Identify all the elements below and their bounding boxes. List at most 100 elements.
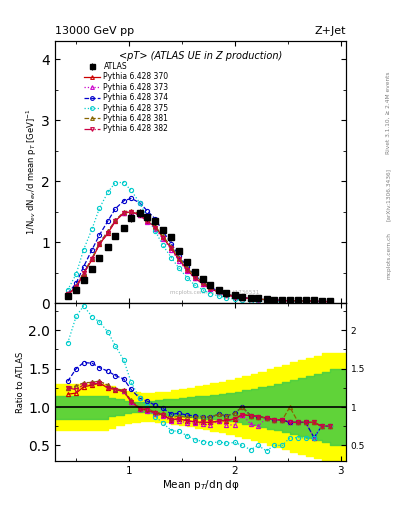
Pythia 6.428 375 — [248, 298, 253, 304]
Pythia 6.428 381 — [81, 270, 86, 276]
Pythia 6.428 370 — [264, 296, 269, 303]
Pythia 6.428 382 — [160, 235, 165, 241]
Pythia 6.428 374 — [65, 290, 70, 296]
Pythia 6.428 370 — [280, 297, 285, 304]
Pythia 6.428 375 — [81, 247, 86, 253]
Pythia 6.428 374 — [256, 296, 261, 302]
Pythia 6.428 381 — [129, 207, 134, 214]
Line: Pythia 6.428 370: Pythia 6.428 370 — [66, 210, 332, 304]
Pythia 6.428 382 — [201, 281, 206, 287]
Pythia 6.428 373 — [224, 292, 229, 298]
Pythia 6.428 373 — [240, 295, 244, 301]
Pythia 6.428 374 — [272, 297, 276, 304]
Pythia 6.428 370 — [113, 218, 118, 224]
Pythia 6.428 370 — [90, 257, 94, 263]
Pythia 6.428 370 — [201, 281, 206, 287]
Pythia 6.428 382 — [129, 209, 134, 215]
Pythia 6.428 374 — [296, 298, 301, 304]
Pythia 6.428 374 — [176, 253, 181, 259]
Pythia 6.428 382 — [176, 257, 181, 263]
Pythia 6.428 382 — [328, 298, 332, 305]
Pythia 6.428 374 — [217, 288, 221, 294]
Pythia 6.428 373 — [113, 217, 118, 223]
Pythia 6.428 373 — [303, 298, 308, 304]
Pythia 6.428 381 — [192, 273, 197, 279]
Pythia 6.428 373 — [192, 275, 197, 282]
Pythia 6.428 370 — [312, 298, 316, 304]
Pythia 6.428 375 — [232, 296, 237, 302]
Pythia 6.428 374 — [106, 218, 110, 224]
Pythia 6.428 381 — [287, 297, 292, 304]
Legend: ATLAS, Pythia 6.428 370, Pythia 6.428 373, Pythia 6.428 374, Pythia 6.428 375, P: ATLAS, Pythia 6.428 370, Pythia 6.428 37… — [82, 60, 170, 135]
Pythia 6.428 375 — [97, 205, 102, 211]
Pythia 6.428 381 — [153, 223, 158, 229]
Pythia 6.428 381 — [303, 298, 308, 304]
Pythia 6.428 382 — [296, 298, 301, 304]
Pythia 6.428 373 — [74, 283, 79, 289]
Pythia 6.428 381 — [176, 254, 181, 261]
Pythia 6.428 374 — [303, 298, 308, 304]
Pythia 6.428 373 — [264, 296, 269, 303]
Pythia 6.428 381 — [74, 283, 79, 289]
Pythia 6.428 374 — [264, 296, 269, 303]
Pythia 6.428 373 — [81, 270, 86, 276]
Pythia 6.428 375 — [303, 298, 308, 305]
Pythia 6.428 370 — [106, 230, 110, 236]
Text: Z+Jet: Z+Jet — [314, 26, 346, 36]
Pythia 6.428 381 — [121, 209, 126, 215]
Pythia 6.428 375 — [217, 293, 221, 299]
Pythia 6.428 373 — [137, 212, 142, 219]
Pythia 6.428 375 — [121, 180, 126, 186]
Pythia 6.428 381 — [201, 279, 206, 285]
Pythia 6.428 370 — [328, 298, 332, 305]
Pythia 6.428 375 — [90, 226, 94, 232]
Pythia 6.428 374 — [97, 232, 102, 238]
Pythia 6.428 370 — [192, 274, 197, 281]
Pythia 6.428 382 — [90, 255, 94, 262]
Pythia 6.428 373 — [328, 298, 332, 305]
Line: Pythia 6.428 373: Pythia 6.428 373 — [66, 210, 332, 304]
Pythia 6.428 375 — [65, 287, 70, 293]
Y-axis label: Ratio to ATLAS: Ratio to ATLAS — [17, 351, 26, 413]
Pythia 6.428 375 — [74, 271, 79, 277]
Pythia 6.428 373 — [160, 236, 165, 242]
Pythia 6.428 375 — [312, 298, 316, 305]
Pythia 6.428 373 — [319, 298, 324, 305]
Pythia 6.428 370 — [81, 271, 86, 277]
Pythia 6.428 373 — [280, 297, 285, 304]
Pythia 6.428 382 — [121, 210, 126, 216]
Pythia 6.428 375 — [201, 287, 206, 293]
Pythia 6.428 374 — [201, 279, 206, 285]
Pythia 6.428 375 — [264, 298, 269, 305]
Pythia 6.428 381 — [145, 216, 149, 222]
Pythia 6.428 382 — [232, 293, 237, 300]
Pythia 6.428 375 — [208, 290, 213, 296]
Pythia 6.428 373 — [90, 255, 94, 261]
Pythia 6.428 381 — [137, 210, 142, 217]
Line: Pythia 6.428 375: Pythia 6.428 375 — [66, 180, 332, 304]
Pythia 6.428 373 — [176, 258, 181, 264]
Pythia 6.428 374 — [169, 241, 174, 247]
Pythia 6.428 370 — [232, 293, 237, 300]
Pythia 6.428 382 — [192, 274, 197, 281]
Pythia 6.428 370 — [169, 245, 174, 251]
Pythia 6.428 382 — [217, 289, 221, 295]
Pythia 6.428 373 — [169, 247, 174, 253]
Pythia 6.428 374 — [232, 293, 237, 299]
Pythia 6.428 374 — [192, 272, 197, 279]
Pythia 6.428 382 — [81, 270, 86, 276]
Text: <pT> (ATLAS UE in Z production): <pT> (ATLAS UE in Z production) — [119, 52, 282, 61]
Line: Pythia 6.428 374: Pythia 6.428 374 — [66, 196, 332, 304]
Pythia 6.428 370 — [208, 286, 213, 292]
Pythia 6.428 370 — [240, 295, 244, 301]
Pythia 6.428 381 — [224, 291, 229, 297]
Pythia 6.428 382 — [248, 295, 253, 302]
Pythia 6.428 381 — [248, 295, 253, 302]
Pythia 6.428 374 — [129, 195, 134, 201]
Pythia 6.428 381 — [65, 291, 70, 297]
Pythia 6.428 375 — [106, 189, 110, 196]
Pythia 6.428 370 — [65, 292, 70, 298]
Pythia 6.428 373 — [208, 286, 213, 292]
Text: mcplots.cern.ch: mcplots.cern.ch — [386, 232, 391, 280]
Pythia 6.428 374 — [74, 280, 79, 286]
